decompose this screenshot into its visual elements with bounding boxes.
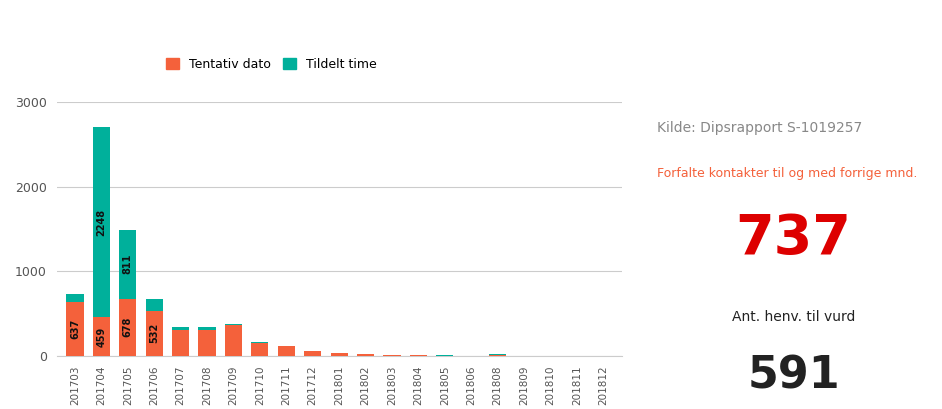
Bar xyxy=(146,311,163,356)
Bar xyxy=(172,330,189,356)
Text: Ant. henv. til vurd: Ant. henv. til vurd xyxy=(732,310,855,324)
Bar xyxy=(67,294,84,302)
Bar xyxy=(252,342,268,343)
Text: 459: 459 xyxy=(96,326,106,346)
Bar xyxy=(304,351,321,356)
Bar xyxy=(225,326,242,356)
Bar xyxy=(331,353,348,356)
Bar xyxy=(489,355,506,356)
Text: Forfalte kontakter til og med forrige mnd.: Forfalte kontakter til og med forrige mn… xyxy=(658,167,918,180)
Bar xyxy=(93,317,110,356)
Text: 2248: 2248 xyxy=(96,209,106,236)
Legend: Tentativ dato, Tildelt time: Tentativ dato, Tildelt time xyxy=(166,58,377,71)
Bar xyxy=(93,127,110,317)
Text: 532: 532 xyxy=(149,323,159,344)
Bar xyxy=(252,343,268,356)
Bar xyxy=(357,354,374,356)
Bar xyxy=(146,299,163,311)
Text: 811: 811 xyxy=(122,254,133,274)
Bar xyxy=(225,324,242,326)
Text: 737: 737 xyxy=(736,212,852,266)
Text: Planlagte kontakter (tildelt/tentativ time): Planlagte kontakter (tildelt/tentativ ti… xyxy=(11,29,568,53)
Bar xyxy=(67,302,84,356)
Text: 591: 591 xyxy=(747,355,840,398)
Bar xyxy=(410,355,427,356)
Bar xyxy=(172,327,189,330)
Bar xyxy=(120,299,137,356)
Text: Kilde: Dipsrapport S-1019257: Kilde: Dipsrapport S-1019257 xyxy=(658,121,862,135)
Text: 637: 637 xyxy=(70,319,80,339)
Text: 678: 678 xyxy=(122,317,133,337)
Bar xyxy=(199,330,216,356)
Bar xyxy=(199,327,216,330)
Bar xyxy=(383,355,400,356)
Bar xyxy=(278,346,295,356)
Bar xyxy=(120,230,137,299)
